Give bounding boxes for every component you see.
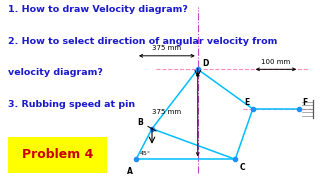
- Text: B: B: [137, 118, 143, 127]
- Text: 1. How to draw Velocity diagram?: 1. How to draw Velocity diagram?: [8, 5, 188, 14]
- FancyBboxPatch shape: [8, 137, 107, 173]
- Text: velocity diagram?: velocity diagram?: [8, 68, 103, 77]
- Text: A: A: [127, 166, 132, 176]
- Text: 375 mm: 375 mm: [152, 109, 181, 115]
- Text: Problem 4: Problem 4: [22, 148, 93, 161]
- Text: 45°: 45°: [140, 151, 151, 156]
- Text: D: D: [203, 58, 209, 68]
- Text: C: C: [240, 163, 246, 172]
- Text: 100 mm: 100 mm: [261, 59, 291, 65]
- Text: 375 mm: 375 mm: [152, 45, 181, 51]
- Text: E: E: [244, 98, 250, 107]
- Text: F: F: [302, 98, 308, 107]
- Text: 2. How to select direction of angular velocity from: 2. How to select direction of angular ve…: [8, 37, 277, 46]
- Text: 3. Rubbing speed at pin: 3. Rubbing speed at pin: [8, 100, 135, 109]
